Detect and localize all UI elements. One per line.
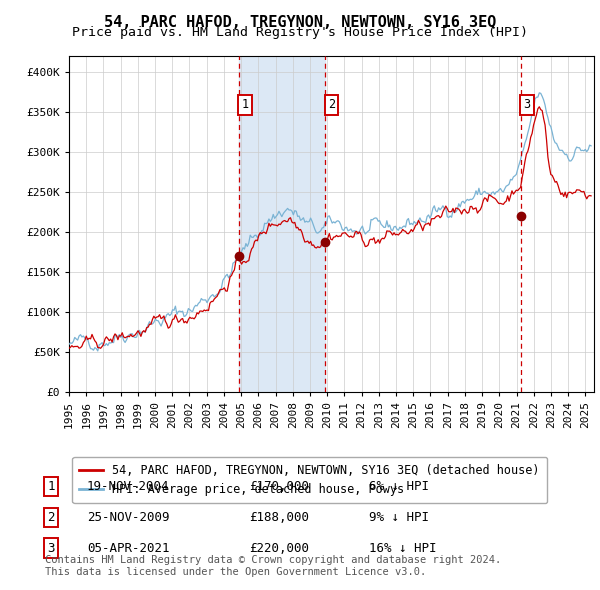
Text: £170,000: £170,000 [249, 480, 309, 493]
Text: 1: 1 [47, 480, 55, 493]
Text: £220,000: £220,000 [249, 542, 309, 555]
Text: 54, PARC HAFOD, TREGYNON, NEWTOWN, SY16 3EQ: 54, PARC HAFOD, TREGYNON, NEWTOWN, SY16 … [104, 15, 496, 30]
Text: 3: 3 [47, 542, 55, 555]
Text: 3: 3 [524, 99, 531, 112]
Text: Price paid vs. HM Land Registry's House Price Index (HPI): Price paid vs. HM Land Registry's House … [72, 26, 528, 39]
Text: 1: 1 [242, 99, 249, 112]
Text: Contains HM Land Registry data © Crown copyright and database right 2024.
This d: Contains HM Land Registry data © Crown c… [45, 555, 501, 577]
Text: 16% ↓ HPI: 16% ↓ HPI [369, 542, 437, 555]
Legend: 54, PARC HAFOD, TREGYNON, NEWTOWN, SY16 3EQ (detached house), HPI: Average price: 54, PARC HAFOD, TREGYNON, NEWTOWN, SY16 … [72, 457, 547, 503]
Text: 9% ↓ HPI: 9% ↓ HPI [369, 511, 429, 524]
Text: £188,000: £188,000 [249, 511, 309, 524]
Text: 6% ↓ HPI: 6% ↓ HPI [369, 480, 429, 493]
Text: 2: 2 [47, 511, 55, 524]
Bar [239, 56, 325, 392]
Text: 25-NOV-2009: 25-NOV-2009 [87, 511, 170, 524]
Text: 2: 2 [328, 99, 335, 112]
Text: 19-NOV-2004: 19-NOV-2004 [87, 480, 170, 493]
Text: 05-APR-2021: 05-APR-2021 [87, 542, 170, 555]
